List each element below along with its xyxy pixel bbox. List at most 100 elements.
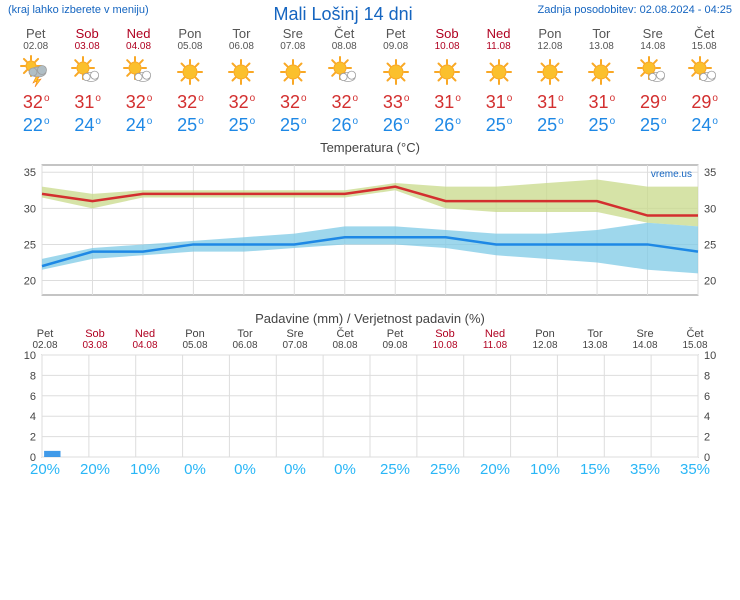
day-name: Sob: [421, 26, 472, 41]
temp-low: 25o: [267, 115, 318, 136]
forecast-day: Tor13.08 31o25o: [576, 26, 627, 136]
day-date: 02.08: [10, 41, 61, 52]
temp-low: 26o: [370, 115, 421, 136]
precip-probability: 25%: [420, 461, 470, 478]
svg-text:4: 4: [704, 411, 710, 423]
svg-text:4: 4: [30, 411, 36, 423]
precip-probability: 20%: [70, 461, 120, 478]
temp-high: 32o: [319, 92, 370, 113]
temp-low: 25o: [576, 115, 627, 136]
sun-icon: [216, 54, 267, 90]
day-date: 05.08: [164, 41, 215, 52]
suncloud-icon: [61, 54, 112, 90]
day-name: Pon: [524, 26, 575, 41]
day-date: 15.08: [678, 41, 729, 52]
suncloud-icon: [319, 54, 370, 90]
precip-day-label: Pon12.08: [520, 328, 570, 351]
temp-high: 31o: [576, 92, 627, 113]
svg-text:35: 35: [704, 167, 716, 179]
sun-icon: [576, 54, 627, 90]
svg-text:35: 35: [24, 167, 36, 179]
forecast-day: Čet08.0832o26o: [319, 26, 370, 136]
watermark: vreme.us: [651, 169, 692, 180]
temp-high: 32o: [267, 92, 318, 113]
precip-day-label: Tor06.08: [220, 328, 270, 351]
forecast-day: Čet15.0829o24o: [678, 26, 729, 136]
svg-text:25: 25: [24, 239, 36, 251]
precip-chart-title: Padavine (mm) / Verjetnost padavin (%): [10, 311, 730, 326]
temp-high: 33o: [370, 92, 421, 113]
menu-note: (kraj lahko izberete v meniju): [8, 4, 149, 16]
day-name: Sob: [61, 26, 112, 41]
svg-text:6: 6: [30, 391, 36, 403]
forecast-day: Pon12.0831o25o: [524, 26, 575, 136]
precip-day-label: Ned04.08: [120, 328, 170, 351]
sun-icon: [473, 54, 524, 90]
temp-high: 32o: [113, 92, 164, 113]
day-date: 09.08: [370, 41, 421, 52]
precip-probability: 0%: [170, 461, 220, 478]
suncloud-icon: [627, 54, 678, 90]
sun-icon: [524, 54, 575, 90]
day-date: 06.08: [216, 41, 267, 52]
sun-icon: [421, 54, 472, 90]
temp-high: 31o: [473, 92, 524, 113]
precip-day-label: Tor13.08: [570, 328, 620, 351]
day-date: 13.08: [576, 41, 627, 52]
last-update: Zadnja posodobitev: 02.08.2024 - 04:25: [538, 4, 732, 16]
forecast-day: Ned04.0832o24o: [113, 26, 164, 136]
temp-high: 31o: [524, 92, 575, 113]
precip-day-label: Pet02.08: [20, 328, 70, 351]
svg-text:8: 8: [704, 370, 710, 382]
precip-probability: 15%: [570, 461, 620, 478]
day-name: Čet: [678, 26, 729, 41]
day-name: Ned: [473, 26, 524, 41]
forecast-day: Tor06.0832o25o: [216, 26, 267, 136]
precip-probability: 10%: [520, 461, 570, 478]
day-date: 07.08: [267, 41, 318, 52]
temp-low: 22o: [10, 115, 61, 136]
forecast-strip: Pet02.0832o22oSob03.0831o24oNed04.0832o2…: [0, 26, 740, 136]
precip-day-row: Pet02.08Sob03.08Ned04.08Pon05.08Tor06.08…: [10, 328, 730, 351]
day-name: Pet: [370, 26, 421, 41]
precip-probability: 25%: [370, 461, 420, 478]
precip-probability: 0%: [270, 461, 320, 478]
day-name: Pet: [10, 26, 61, 41]
svg-text:0: 0: [704, 452, 710, 461]
temp-low: 24o: [678, 115, 729, 136]
forecast-day: Pet02.08 32o22o: [10, 26, 61, 136]
svg-text:30: 30: [704, 203, 716, 215]
svg-text:30: 30: [24, 203, 36, 215]
precip-probability: 35%: [620, 461, 670, 478]
day-date: 14.08: [627, 41, 678, 52]
precip-probability: 20%: [20, 461, 70, 478]
forecast-day: Pon05.0832o25o: [164, 26, 215, 136]
day-name: Pon: [164, 26, 215, 41]
suncloud-icon: [678, 54, 729, 90]
svg-text:10: 10: [704, 351, 716, 362]
temp-high: 32o: [10, 92, 61, 113]
precip-pct-row: 20%20%10%0%0%0%0%25%25%20%10%15%35%35%: [10, 461, 730, 478]
svg-text:8: 8: [30, 370, 36, 382]
temp-chart-title: Temperatura (°C): [10, 140, 730, 155]
temp-low: 25o: [473, 115, 524, 136]
temp-low: 24o: [113, 115, 164, 136]
precip-day-label: Ned11.08: [470, 328, 520, 351]
day-date: 12.08: [524, 41, 575, 52]
svg-text:10: 10: [24, 351, 36, 362]
temp-high: 32o: [216, 92, 267, 113]
temperature-chart: 2020252530303535vreme.us: [10, 157, 730, 307]
day-name: Tor: [216, 26, 267, 41]
day-date: 08.08: [319, 41, 370, 52]
svg-text:2: 2: [30, 432, 36, 444]
svg-text:6: 6: [704, 391, 710, 403]
forecast-day: Sob10.0831o26o: [421, 26, 472, 136]
precipitation-chart: 00224466881010: [10, 351, 730, 461]
forecast-day: Sre14.0829o25o: [627, 26, 678, 136]
day-name: Tor: [576, 26, 627, 41]
precip-day-label: Čet08.08: [320, 328, 370, 351]
precip-probability: 0%: [320, 461, 370, 478]
forecast-day: Sre07.0832o25o: [267, 26, 318, 136]
forecast-day: Sob03.0831o24o: [61, 26, 112, 136]
svg-text:25: 25: [704, 239, 716, 251]
